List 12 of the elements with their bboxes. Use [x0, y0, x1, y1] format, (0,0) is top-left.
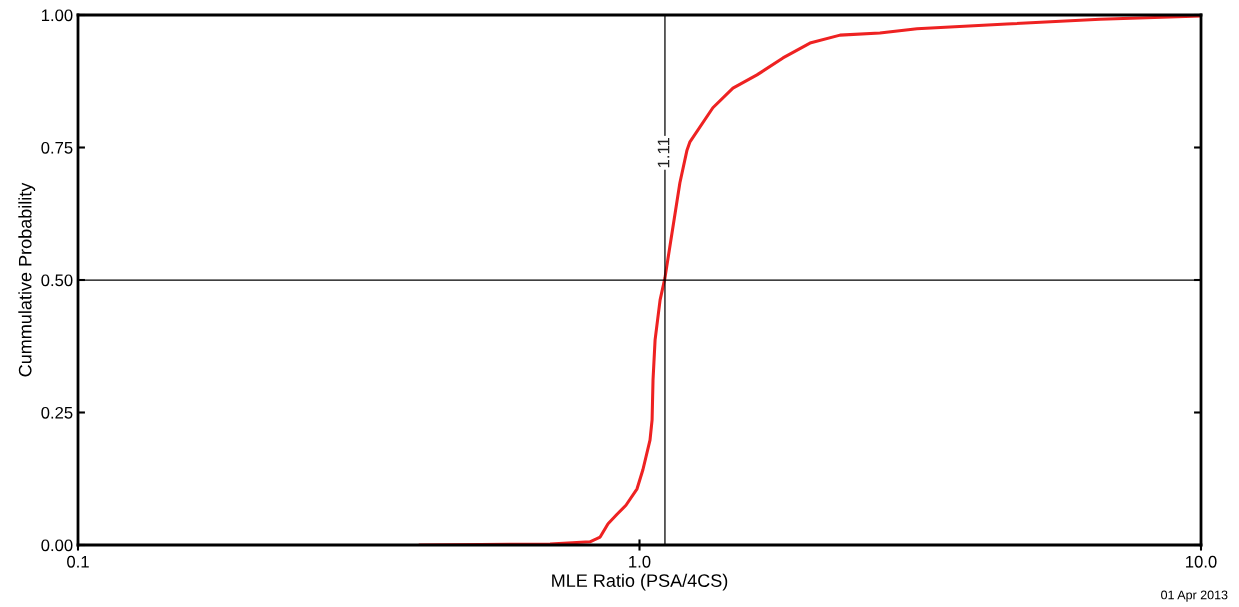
x-tick-label: 0.1 [67, 555, 89, 568]
y-tick-label: 0.75 [41, 141, 73, 154]
ref-line-label: 1.11 [657, 138, 670, 168]
x-tick-label: 10.0 [1186, 555, 1217, 568]
y-tick-label: 1.00 [41, 9, 73, 22]
text: 01 Apr 2013 [1161, 590, 1228, 602]
x-tick-label: 1.0 [629, 555, 651, 568]
y-tick-label: 0.50 [41, 274, 73, 287]
y-tick-label: 0.00 [41, 539, 73, 552]
x-axis-title: MLE Ratio (PSA/4CS) [552, 573, 728, 591]
y-tick-label: 0.25 [41, 406, 73, 419]
y-axis-title: Cummulative Probability [18, 182, 36, 377]
